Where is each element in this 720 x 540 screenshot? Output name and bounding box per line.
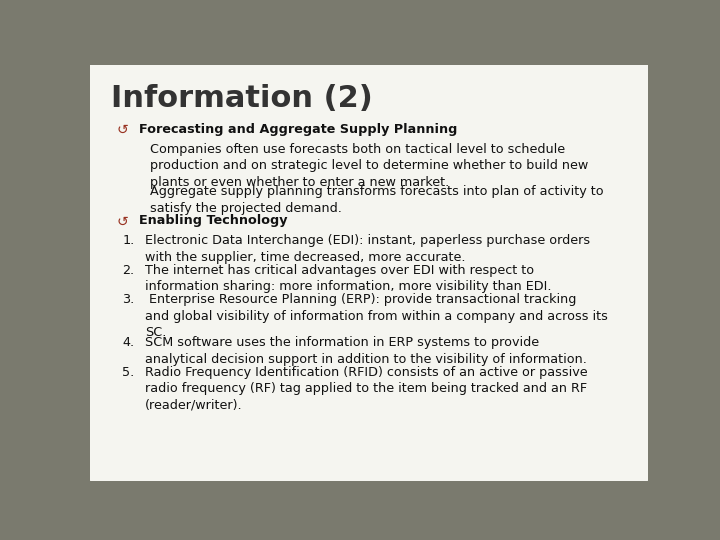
- Text: Enabling Technology: Enabling Technology: [139, 214, 287, 227]
- FancyBboxPatch shape: [86, 62, 652, 483]
- Text: Information (2): Information (2): [111, 84, 373, 112]
- Text: SCM software uses the information in ERP systems to provide
analytical decision : SCM software uses the information in ERP…: [145, 336, 587, 366]
- Text: The internet has critical advantages over EDI with respect to
information sharin: The internet has critical advantages ove…: [145, 264, 552, 293]
- Text: 3.: 3.: [122, 294, 135, 307]
- Text: ↺: ↺: [117, 214, 129, 228]
- Text: Aggregate supply planning transforms forecasts into plan of activity to
satisfy : Aggregate supply planning transforms for…: [150, 185, 604, 215]
- Text: 4.: 4.: [122, 336, 135, 349]
- Text: Radio Frequency Identification (RFID) consists of an active or passive
radio fre: Radio Frequency Identification (RFID) co…: [145, 366, 588, 412]
- Text: 2.: 2.: [122, 264, 135, 277]
- Text: Forecasting and Aggregate Supply Planning: Forecasting and Aggregate Supply Plannin…: [139, 123, 457, 136]
- Text: Enterprise Resource Planning (ERP): provide transactional tracking
and global vi: Enterprise Resource Planning (ERP): prov…: [145, 294, 608, 340]
- Text: 5.: 5.: [122, 366, 135, 379]
- Text: ↺: ↺: [117, 123, 129, 137]
- Text: 1.: 1.: [122, 234, 135, 247]
- Text: Companies often use forecasts both on tactical level to schedule
production and : Companies often use forecasts both on ta…: [150, 143, 588, 189]
- Text: Electronic Data Interchange (EDI): instant, paperless purchase orders
with the s: Electronic Data Interchange (EDI): insta…: [145, 234, 590, 264]
